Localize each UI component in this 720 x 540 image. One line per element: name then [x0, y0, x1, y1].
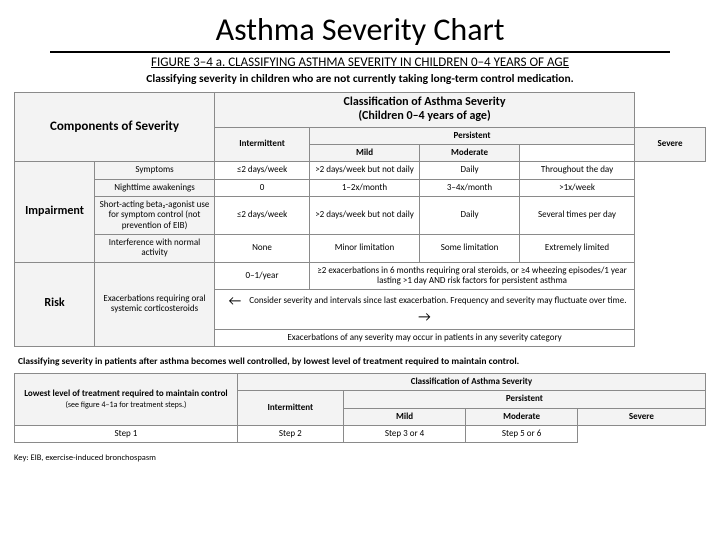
cell: 3–4x/month — [420, 179, 520, 196]
hdr-components: Components of Severity — [15, 93, 215, 162]
t2-severe: Severe — [577, 408, 705, 425]
lowest-level-label: Lowest level of treatment required to ma… — [19, 389, 233, 399]
lowest-level-hdr: Lowest level of treatment required to ma… — [15, 373, 238, 425]
cell-consider: ← Consider severity and intervals since … — [215, 290, 635, 329]
see-figure: (see figure 4–1a for treatment steps.) — [19, 401, 233, 410]
cell: Throughout the day — [520, 162, 635, 179]
arrow-left-icon: ← — [229, 293, 242, 309]
cell: >1x/week — [520, 179, 635, 196]
hdr-severe: Severe — [635, 127, 706, 162]
arrow-right-icon: → — [418, 309, 431, 325]
treatment-table: Lowest level of treatment required to ma… — [14, 373, 706, 443]
cell: 1–2x/month — [310, 179, 420, 196]
row-symptoms-label: Symptoms — [95, 162, 215, 179]
t2-mild: Mild — [343, 408, 466, 425]
cell: Step 3 or 4 — [343, 425, 466, 442]
cell: >2 days/week but not daily — [310, 162, 420, 179]
cell: Step 1 — [15, 425, 238, 442]
row-saba-label: Short-acting beta₂-agonist use for sympt… — [95, 196, 215, 234]
cell: ≤2 days/week — [215, 162, 310, 179]
t2-persistent: Persistent — [343, 391, 705, 408]
figure-line: FIGURE 3–4 a. CLASSIFYING ASTHMA SEVERIT… — [14, 55, 706, 70]
cat-risk: Risk — [15, 262, 95, 346]
cell: Minor limitation — [310, 235, 420, 263]
row-interf-label: Interference with normal activity — [95, 235, 215, 263]
page-title: Asthma Severity Chart — [50, 10, 670, 53]
cell: ≤2 days/week — [215, 196, 310, 234]
cell: Step 5 or 6 — [466, 425, 577, 442]
cell: Some limitation — [420, 235, 520, 263]
cell: Daily — [420, 196, 520, 234]
t2-class-hdr: Classification of Asthma Severity — [237, 373, 705, 390]
cell: Extremely limited — [520, 235, 635, 263]
cell-exac-top: ≥2 exacerbations in 6 months requiring o… — [310, 262, 635, 290]
cell: Several times per day — [520, 196, 635, 234]
row-exac-label: Exacerbations requiring oral systemic co… — [95, 262, 215, 346]
cell: None — [215, 235, 310, 263]
subtitle: Classifying severity in children who are… — [14, 72, 706, 86]
t2-intermittent: Intermittent — [237, 391, 343, 426]
cell: 0–1/year — [215, 262, 310, 290]
cell: >2 days/week but not daily — [310, 196, 420, 234]
cell-any-severity: Exacerbations of any severity may occur … — [215, 329, 635, 346]
t2-moderate: Moderate — [466, 408, 577, 425]
hdr-moderate: Moderate — [420, 144, 520, 161]
key-note: Key: EIB, exercise-induced bronchospasm — [14, 453, 706, 463]
row-night-label: Nighttime awakenings — [95, 179, 215, 196]
hdr-mild: Mild — [310, 144, 420, 161]
cat-impairment: Impairment — [15, 162, 95, 262]
consider-text: Consider severity and intervals since la… — [249, 296, 626, 307]
hdr-classification: Classification of Asthma Severity (Child… — [215, 93, 635, 128]
hdr-persistent: Persistent — [310, 127, 635, 144]
hdr-intermittent: Intermittent — [215, 127, 310, 162]
cell: 0 — [215, 179, 310, 196]
cell: Step 2 — [237, 425, 343, 442]
cell: Daily — [420, 162, 520, 179]
classifying-note: Classifying severity in patients after a… — [18, 355, 702, 367]
severity-table: Components of Severity Classification of… — [14, 92, 706, 347]
